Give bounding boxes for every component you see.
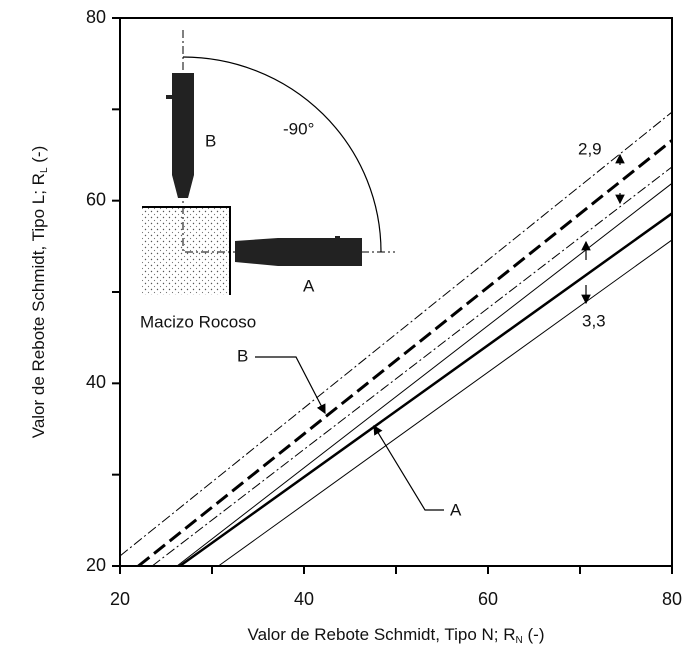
x-tick-label: 40 <box>294 589 314 609</box>
label-part: N <box>516 635 523 646</box>
annotation: A <box>450 500 462 519</box>
x-tick-label: 80 <box>662 589 682 609</box>
x-tick-label: 20 <box>110 589 130 609</box>
rock-label: Macizo Rocoso <box>140 312 256 331</box>
x-tick-label: 60 <box>478 589 498 609</box>
y-axis-title: Valor de Rebote Schmidt, Tipo L; RL (-) <box>29 146 49 439</box>
leaders <box>255 153 625 511</box>
series-line <box>176 182 673 567</box>
leader-b <box>255 356 326 415</box>
hammer-a <box>235 236 362 266</box>
y-tick-label: 40 <box>86 372 106 392</box>
rock-edge <box>142 206 231 295</box>
annotation: 3,3 <box>582 311 606 330</box>
series-line <box>179 212 673 568</box>
y-tick-label: 80 <box>86 7 106 27</box>
inset-label-a: A <box>303 276 315 295</box>
rock-mass <box>142 207 230 295</box>
hammer-b <box>166 73 194 198</box>
angle-label: -90° <box>283 119 314 138</box>
label-part: Valor de Rebote Schmidt, Tipo L; R <box>29 173 48 438</box>
label-part: L <box>39 167 50 173</box>
label-part: Valor de Rebote Schmidt, Tipo N; R <box>248 625 516 644</box>
leader-a <box>373 424 444 511</box>
y-tick-label: 60 <box>86 189 106 209</box>
inset: B -90° A Macizo Rocoso <box>140 30 395 331</box>
x-axis-title: Valor de Rebote Schmidt, Tipo N; RN (-) <box>248 625 545 645</box>
series-line <box>151 166 673 567</box>
label-part: (-) <box>523 625 545 644</box>
inset-label-b: B <box>205 131 216 150</box>
series-line <box>218 239 673 567</box>
series-line <box>137 139 673 568</box>
label-part: (-) <box>29 146 48 168</box>
annotation: 2,9 <box>578 139 602 158</box>
angle-arc <box>182 56 382 253</box>
series-line <box>119 111 673 557</box>
annotation: B <box>237 346 248 365</box>
y-tick-label: 20 <box>86 555 106 575</box>
